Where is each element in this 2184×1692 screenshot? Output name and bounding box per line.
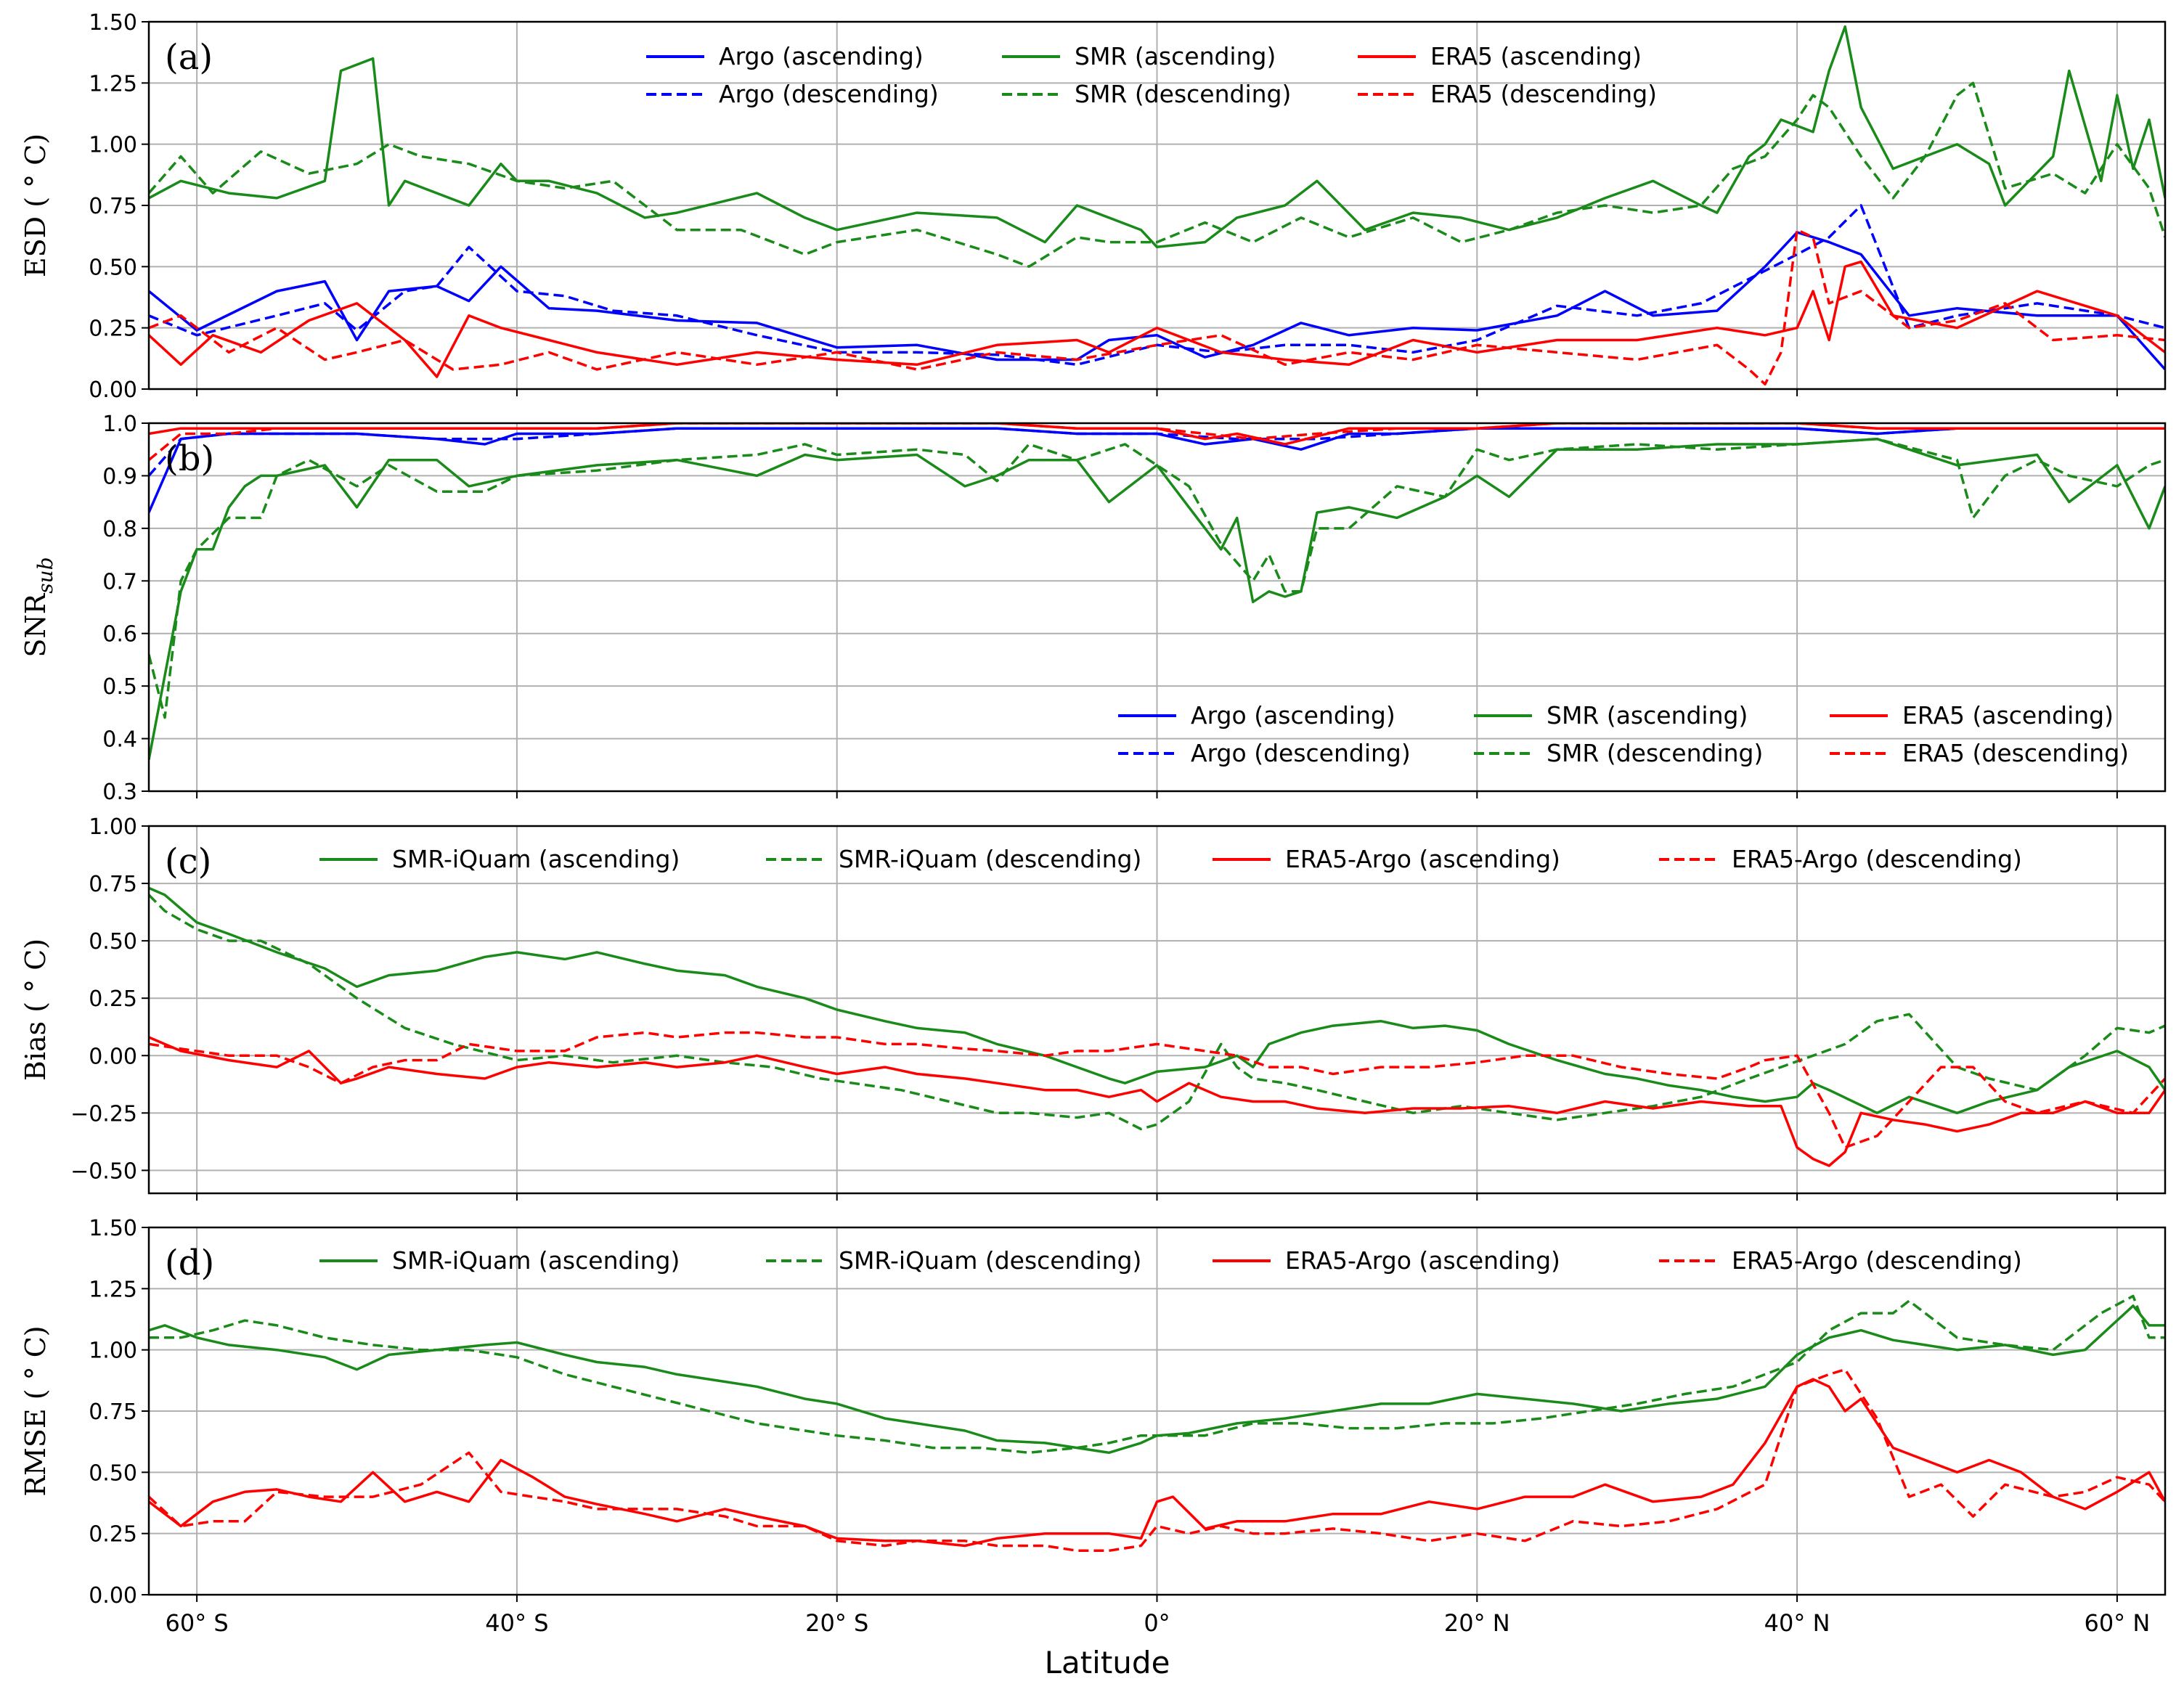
x-tick-label: 20° N [1444,1609,1510,1637]
panel-label: (a) [165,37,213,78]
x-axis-label: Latitude [1045,1645,1170,1680]
y-tick-label: −0.50 [70,1158,137,1184]
y-tick-label: 0.25 [89,986,137,1012]
series-line-era5-argo-descending [149,1031,2165,1149]
legend-label-era5-descending: ERA5 (descending) [1430,80,1657,108]
legend-label-argo-descending: Argo (descending) [1191,739,1411,767]
legend-label-argo-ascending: Argo (ascending) [1191,701,1395,729]
y-tick-label: 1.50 [89,10,137,36]
series-line-argo-descending [149,427,2165,477]
x-tick-label: 40° S [485,1609,548,1637]
series-line-smr-iquam-ascending [149,886,2165,1115]
x-tick-label: 40° N [1764,1609,1830,1637]
y-tick-label: 0.00 [89,1583,137,1609]
y-tick-label: 0.7 [102,569,137,594]
legend-label-smr-iquam-ascending: SMR-iQuam (ascending) [392,845,680,873]
legend-label-argo-ascending: Argo (ascending) [719,42,924,70]
legend-label-era5-ascending: ERA5 (ascending) [1902,701,2114,729]
series-line-smr-descending [149,81,2165,269]
y-tick-label: 1.00 [89,814,137,840]
series-line-argo-descending [149,204,2165,367]
legend-label-era5-ascending: ERA5 (ascending) [1430,42,1642,70]
legend-label-smr-descending: SMR (descending) [1547,739,1763,767]
y-tick-label: 0.50 [89,929,137,955]
panel-label: (d) [165,1243,214,1283]
series-line-smr-iquam-ascending [149,1304,2165,1455]
series-line-era5-argo-descending [149,1368,2165,1553]
x-tick-label: 20° S [805,1609,868,1637]
y-tick-label: 1.00 [89,1339,137,1364]
legend-label-smr-ascending: SMR (ascending) [1547,701,1748,729]
y-tick-label: 0.25 [89,1522,137,1548]
legend: SMR-iQuam (ascending) SMR-iQuam (descendi… [319,1246,2022,1275]
y-tick-label: 0.5 [102,674,137,700]
y-tick-label: 0.75 [89,1399,137,1425]
y-tick-label: 0.4 [102,727,137,753]
y-tick-label: 0.8 [102,517,137,542]
y-tick-label: 1.25 [89,1277,137,1302]
series-line-era5-argo-ascending [149,1036,2165,1167]
y-tick-label: 1.0 [102,412,137,437]
legend: Argo (ascending) Argo (descending) SMR (as… [646,42,1657,108]
series-line-smr-descending [149,437,2165,719]
y-axis-label: Bias ( ° C) [20,939,52,1081]
series-line-era5-argo-ascending [149,1378,2165,1548]
legend-label-smr-descending: SMR (descending) [1075,80,1291,108]
legend-label-argo-descending: Argo (descending) [719,80,939,108]
panel-label: (c) [165,841,211,882]
y-tick-label: 0.00 [89,1044,137,1069]
series-line-smr-iquam-descending [149,894,2165,1131]
y-tick-label: 1.00 [89,133,137,158]
legend-label-smr-iquam-descending: SMR-iQuam (descending) [839,845,1141,873]
y-tick-label: 0.75 [89,872,137,897]
y-tick-label: 0.3 [102,780,137,805]
panel-b: 0.3 0.4 0.5 0.6 0.7 0.8 0.9 1.0 SNRsub (b) Argo (a… [20,412,2167,805]
y-axis-label: RMSE ( ° C) [20,1325,52,1496]
legend-label-era5-argo-descending: ERA5-Argo (descending) [1732,845,2022,873]
legend-label-smr-ascending: SMR (ascending) [1075,42,1276,70]
x-tick-label: 0° [1144,1609,1170,1637]
legend: SMR-iQuam (ascending) SMR-iQuam (descendi… [319,845,2022,873]
panel-c: −0.50 −0.25 0.00 0.25 0.50 0.75 1.00 Bias ( ° C… [20,814,2167,1201]
y-tick-label: 1.25 [89,71,137,97]
series-line-era5-descending [149,228,2165,386]
y-axis-label: ESD ( ° C) [20,134,52,277]
series-line-smr-ascending [149,437,2165,760]
y-tick-label: 0.9 [102,464,137,489]
panel-label: (b) [165,438,214,479]
y-tick-label: 0.6 [102,622,137,647]
y-tick-label: 0.75 [89,194,137,219]
y-tick-label: 0.50 [89,255,137,280]
y-tick-label: 0.25 [89,316,137,342]
legend-label-era5-descending: ERA5 (descending) [1902,739,2129,767]
series-line-era5-ascending [149,260,2165,378]
series-line-era5-descending [149,423,2165,462]
legend-label-era5-argo-ascending: ERA5-Argo (ascending) [1285,845,1560,873]
legend-label-smr-iquam-descending: SMR-iQuam (descending) [839,1246,1141,1275]
legend-label-era5-argo-descending: ERA5-Argo (descending) [1732,1246,2022,1275]
panel-d: 0.00 0.25 0.50 0.75 1.00 1.25 1.50 RMSE ( ° C) (… [20,1216,2167,1609]
panel-a: 0.00 0.25 0.50 0.75 1.00 1.25 1.50 ESD ( ° C) (a… [20,10,2167,403]
y-tick-label: 0.00 [89,377,137,403]
y-tick-label: 1.50 [89,1216,137,1241]
y-axis-label: SNRsub [20,557,57,657]
legend-label-smr-iquam-ascending: SMR-iQuam (ascending) [392,1246,680,1275]
legend: Argo (ascending) Argo (descending) SMR (as… [1118,701,2129,767]
legend-label-era5-argo-ascending: ERA5-Argo (ascending) [1285,1246,1560,1275]
x-tick-label: 60° N [2084,1609,2150,1637]
y-tick-label: −0.25 [70,1101,137,1127]
y-tick-label: 0.50 [89,1460,137,1486]
x-tick-label: 60° S [166,1609,229,1637]
series-line-smr-ascending [149,25,2165,249]
